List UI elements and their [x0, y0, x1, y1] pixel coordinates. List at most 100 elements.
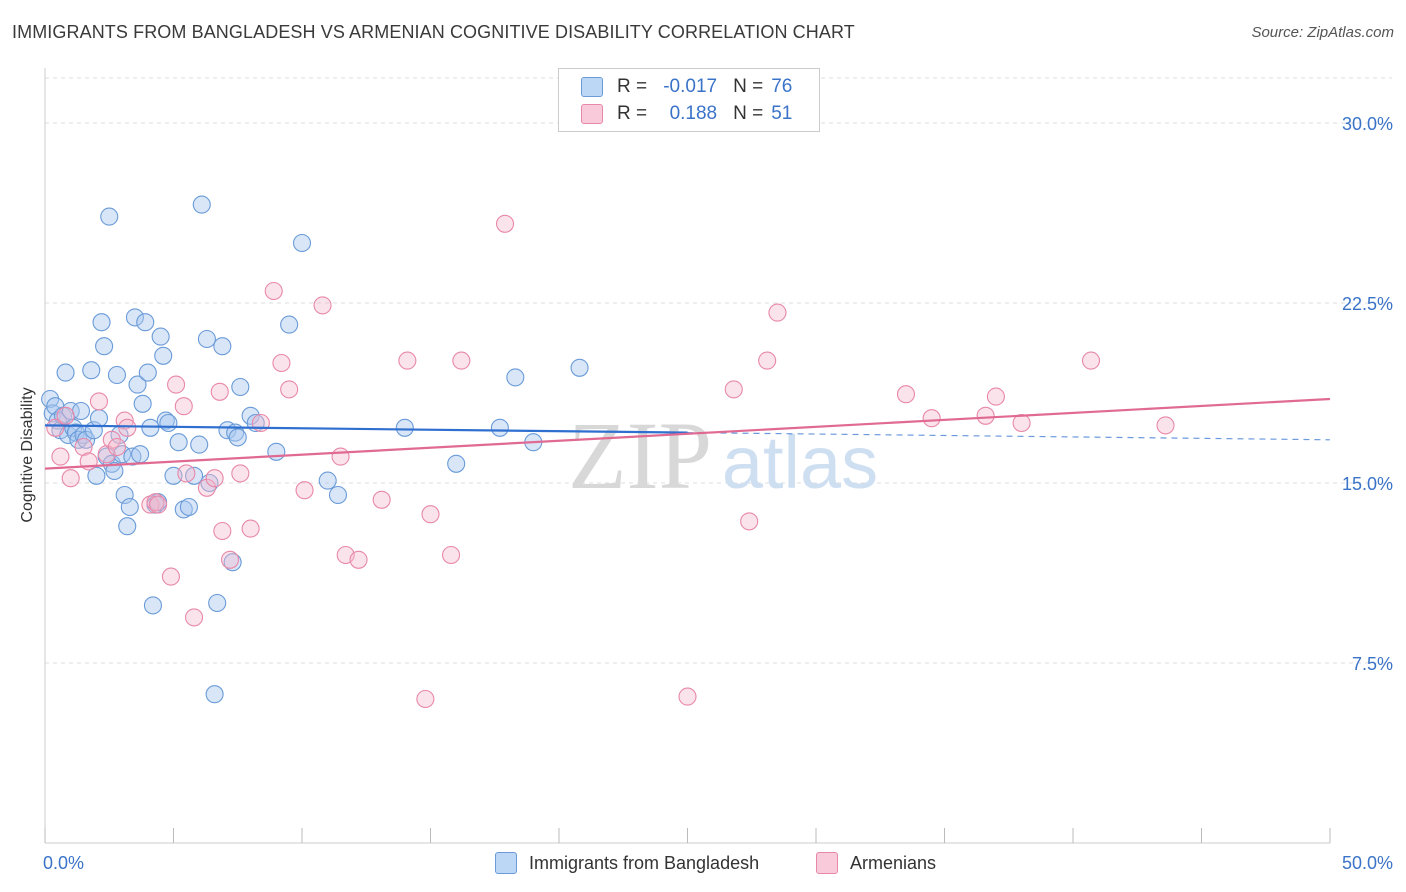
data-point-bangladesh [136, 313, 155, 332]
data-point-bangladesh [213, 337, 232, 356]
data-point-armenians [349, 550, 368, 569]
data-point-armenians [146, 493, 165, 512]
data-point-bangladesh [143, 596, 162, 615]
data-point-armenians [97, 445, 116, 464]
data-point-bangladesh [506, 368, 525, 387]
data-point-bangladesh [208, 593, 227, 613]
source-credit: Source: ZipAtlas.com [1251, 24, 1394, 41]
data-point-bangladesh [570, 358, 589, 377]
data-point-armenians [1156, 416, 1175, 435]
x-tick-label: 50.0% [1342, 853, 1393, 873]
n-value: 51 [771, 103, 793, 124]
data-point-bangladesh [151, 327, 170, 346]
data-point-bangladesh [318, 471, 337, 490]
data-point-bangladesh [223, 553, 242, 572]
r-label: R = [617, 76, 648, 97]
data-point-armenians [220, 550, 240, 569]
data-point-bangladesh [128, 375, 147, 394]
data-point-armenians [264, 281, 283, 301]
data-point-armenians [758, 351, 777, 370]
series-armenians-points [46, 214, 1175, 709]
data-point-bangladesh [92, 313, 111, 332]
data-point-bangladesh [118, 517, 137, 536]
data-point-armenians [1012, 413, 1031, 433]
data-point-bangladesh [115, 485, 134, 505]
r-label: R = [617, 103, 648, 124]
data-point-armenians [678, 687, 697, 706]
data-point-armenians [280, 380, 299, 399]
data-point-bangladesh [77, 430, 96, 449]
stats-row-bangladesh: R = -0.017 N = 76 [581, 74, 792, 100]
legend-swatch-blue [495, 852, 517, 874]
legend-label-bangladesh: Immigrants from Bangladesh [529, 852, 760, 873]
data-point-armenians [197, 478, 216, 497]
data-point-bangladesh [292, 233, 312, 253]
legend-item-armenians[interactable]: Armenians [816, 852, 936, 874]
trend-line-armenians [44, 397, 1331, 470]
data-point-bangladesh [95, 337, 114, 356]
y-tick-labels: 7.5% 15.0% 22.5% 30.0% [1342, 114, 1393, 674]
data-point-armenians [213, 521, 232, 541]
data-point-bangladesh [205, 685, 224, 704]
r-value: -0.017 [663, 76, 718, 97]
data-point-armenians [115, 411, 134, 430]
data-point-bangladesh [395, 418, 414, 437]
axes [44, 68, 1331, 844]
data-point-armenians [896, 385, 916, 404]
data-point-bangladesh [125, 308, 144, 327]
legend-item-bangladesh[interactable]: Immigrants from Bangladesh [495, 852, 759, 874]
data-point-bangladesh [228, 428, 247, 447]
stats-row-armenians: R = 0.188 N = 51 [581, 101, 793, 127]
data-point-bangladesh [71, 401, 91, 421]
data-point-bangladesh [490, 418, 509, 437]
data-point-bangladesh [107, 365, 127, 385]
data-point-bangladesh [87, 466, 106, 485]
r-value: 0.188 [669, 103, 718, 124]
watermark-zip: ZIP [568, 402, 712, 509]
data-point-armenians [331, 447, 350, 466]
data-point-armenians [976, 406, 995, 425]
data-point-bangladesh [56, 363, 75, 382]
legend-swatch-pink [581, 104, 603, 124]
data-point-armenians [161, 567, 180, 586]
data-point-bangladesh [447, 454, 466, 473]
data-point-bangladesh [131, 445, 150, 464]
data-point-bangladesh [82, 361, 101, 380]
data-point-armenians [231, 464, 250, 483]
series-legend: Immigrants from Bangladesh Armenians [0, 852, 1406, 878]
y-tick-label: 30.0% [1342, 114, 1393, 134]
data-point-bangladesh [267, 442, 286, 461]
data-point-armenians [442, 545, 461, 565]
data-point-bangladesh [190, 435, 209, 454]
data-point-armenians [452, 351, 471, 370]
data-point-armenians [922, 409, 941, 428]
data-point-armenians [724, 380, 743, 399]
data-point-bangladesh [138, 363, 157, 382]
data-point-armenians [495, 214, 515, 233]
data-point-armenians [89, 392, 109, 411]
watermark: ZIP atlas [568, 402, 878, 509]
x-tick-labels: 0.0% 50.0% [43, 853, 1393, 873]
data-point-armenians [74, 437, 93, 457]
data-point-armenians [986, 387, 1005, 406]
data-point-bangladesh [100, 207, 119, 226]
data-point-bangladesh [169, 433, 188, 452]
y-tick-label: 22.5% [1342, 294, 1393, 314]
data-point-armenians [372, 490, 391, 509]
data-point-armenians [241, 519, 260, 538]
data-point-armenians [185, 608, 204, 627]
data-point-bangladesh [192, 195, 211, 214]
y-tick-label: 7.5% [1352, 654, 1393, 674]
data-point-bangladesh [159, 413, 178, 433]
trend-lines [44, 397, 1331, 470]
data-point-bangladesh [133, 394, 152, 413]
data-point-armenians [740, 512, 759, 531]
data-point-bangladesh [105, 461, 124, 481]
legend-swatch-pink [816, 852, 838, 874]
legend-swatch-blue [581, 77, 603, 97]
data-point-bangladesh [156, 411, 175, 430]
data-point-armenians [174, 397, 193, 416]
data-point-bangladesh [89, 409, 109, 428]
n-label: N = [733, 103, 764, 124]
stats-legend: R = -0.017 N = 76 R = 0.188 N = 51 [558, 68, 820, 132]
